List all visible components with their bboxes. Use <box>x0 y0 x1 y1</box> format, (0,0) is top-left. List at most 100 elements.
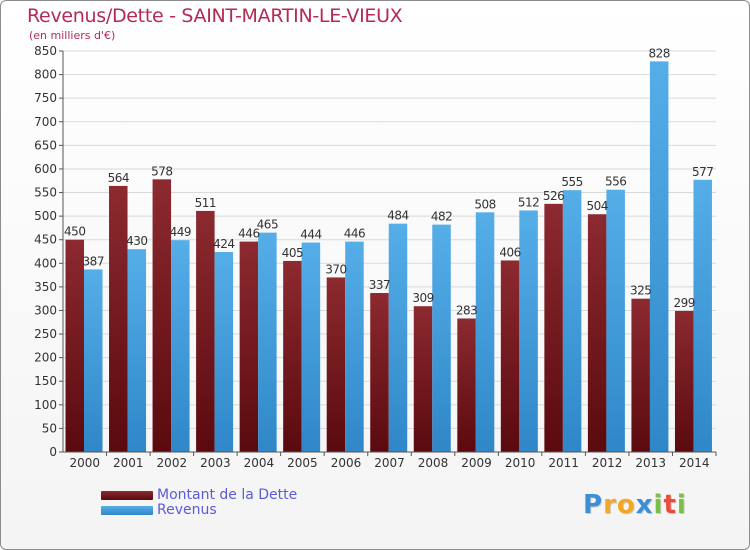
logo-letter: t <box>663 490 677 520</box>
y-tick-label: 450 <box>34 233 57 247</box>
bar-revenus <box>214 251 234 452</box>
bar-revenus <box>693 179 712 453</box>
y-tick-label: 600 <box>34 162 57 176</box>
bar-dette <box>544 203 563 452</box>
data-label: 465 <box>257 218 278 232</box>
data-label: 556 <box>605 175 626 189</box>
logo-letter: i <box>676 490 687 520</box>
bar-dette <box>326 277 346 452</box>
data-label: 577 <box>692 165 713 179</box>
data-label: 446 <box>238 227 259 241</box>
x-tick-label: 2002 <box>157 456 188 470</box>
data-labels: 4503875644305784495114244464654054443704… <box>64 46 714 317</box>
legend-label-dette: Montant de la Dette <box>157 487 298 503</box>
legend-item-revenus: Revenus <box>101 502 217 518</box>
bar-revenus <box>649 61 669 453</box>
data-label: 430 <box>126 234 147 248</box>
data-label: 325 <box>630 284 651 298</box>
bar-dette <box>239 241 259 452</box>
bar-dette <box>457 318 476 452</box>
x-tick-label: 2013 <box>635 456 666 470</box>
bar-revenus <box>562 190 582 452</box>
y-tick-label: 700 <box>34 115 57 129</box>
y-tick-label: 350 <box>34 280 57 294</box>
data-label: 309 <box>412 291 433 305</box>
x-tick-label: 2008 <box>418 456 449 470</box>
bar-dette <box>631 298 650 452</box>
x-tick-label: 2014 <box>679 456 710 470</box>
x-tick-label: 2001 <box>113 456 144 470</box>
y-tick-label: 850 <box>34 44 57 58</box>
y-tick-label: 800 <box>34 68 57 82</box>
x-tick-label: 2007 <box>374 456 405 470</box>
bar-dette <box>370 293 389 452</box>
y-tick-label: 650 <box>34 138 57 152</box>
logo-letter: P <box>583 490 604 520</box>
y-tick-label: 100 <box>34 398 57 412</box>
bar-revenus <box>127 249 147 452</box>
bar-revenus <box>84 269 103 452</box>
data-label: 484 <box>387 209 408 223</box>
x-tick-label: 2006 <box>331 456 362 470</box>
data-label: 299 <box>674 296 695 310</box>
x-tick-label: 2012 <box>592 456 623 470</box>
logo-letter: x <box>635 490 654 520</box>
bar-revenus <box>606 189 625 452</box>
logo-letter: r <box>603 490 617 520</box>
data-label: 508 <box>474 197 495 211</box>
bar-revenus <box>432 224 451 452</box>
data-label: 482 <box>431 210 452 224</box>
bar-revenus <box>345 241 364 452</box>
bar-revenus <box>388 223 408 452</box>
y-tick-label: 750 <box>34 91 57 105</box>
data-label: 370 <box>325 262 346 276</box>
x-tick-label: 2003 <box>200 456 231 470</box>
y-axis-ticks: 0 50 100 150 200 250 300 350 400 450 500 550 600 650 7… <box>34 44 63 459</box>
x-tick-label: 2004 <box>244 456 275 470</box>
x-tick-label: 2010 <box>505 456 536 470</box>
y-tick-label: 200 <box>34 351 57 365</box>
proxiti-logo: Proxiti <box>583 490 687 520</box>
bar-dette <box>152 179 172 452</box>
data-label: 578 <box>151 164 172 178</box>
y-tick-label: 50 <box>42 421 57 435</box>
y-tick-label: 150 <box>34 374 57 388</box>
data-label: 444 <box>300 228 321 242</box>
x-tick-label: 2005 <box>287 456 318 470</box>
legend-item-dette: Montant de la Dette <box>101 487 297 503</box>
data-label: 387 <box>83 254 104 268</box>
bar-revenus <box>171 240 190 452</box>
data-label: 504 <box>586 199 607 213</box>
legend-swatch-dette <box>101 490 153 500</box>
data-label: 283 <box>456 303 477 317</box>
y-tick-label: 0 <box>49 445 57 459</box>
bar-dette <box>587 214 607 452</box>
y-tick-label: 500 <box>34 209 57 223</box>
bar-dette <box>283 260 302 452</box>
bar-dette <box>413 306 433 452</box>
data-label: 511 <box>195 196 216 210</box>
data-label: 405 <box>282 246 303 260</box>
data-label: 337 <box>369 278 390 292</box>
bar-revenus <box>519 210 538 452</box>
bar-dette <box>109 185 128 452</box>
bar-dette <box>65 239 84 452</box>
y-tick-label: 550 <box>34 186 57 200</box>
y-tick-label: 400 <box>34 256 57 270</box>
bar-dette <box>500 260 520 452</box>
data-label: 564 <box>108 171 129 185</box>
data-label: 555 <box>561 175 582 189</box>
data-label: 449 <box>170 225 191 239</box>
y-tick-label: 300 <box>34 303 57 317</box>
data-label: 828 <box>648 46 669 60</box>
x-tick-label: 2009 <box>461 456 492 470</box>
bar-revenus <box>301 242 321 452</box>
x-tick-label: 2011 <box>548 456 579 470</box>
legend-swatch-revenus <box>101 505 153 515</box>
y-tick-label: 250 <box>34 327 57 341</box>
data-label: 526 <box>543 189 564 203</box>
bars <box>65 61 712 453</box>
data-label: 406 <box>499 245 520 259</box>
